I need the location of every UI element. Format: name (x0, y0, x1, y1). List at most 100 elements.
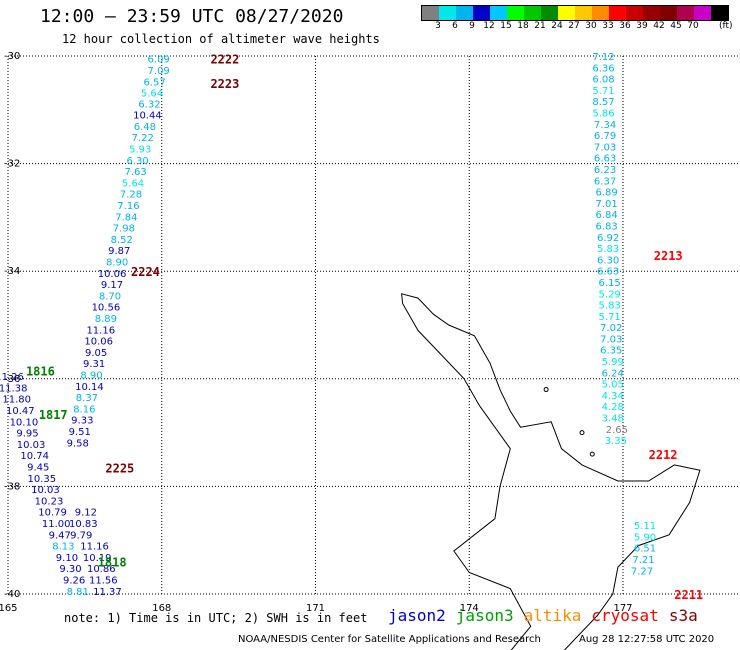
swh-value: 6.37 (594, 176, 616, 187)
swh-value: 10.23 (35, 496, 64, 507)
swh-value: 8.16 (73, 404, 95, 415)
latitude-tick-label: -40 (4, 589, 20, 600)
color-swatch (711, 6, 728, 20)
swh-value: 10.83 (69, 519, 98, 530)
latitude-tick-label: -30 (4, 51, 20, 62)
color-swatch (643, 6, 660, 20)
swh-value: 6.24 (602, 368, 624, 379)
swh-value: 3.35 (605, 436, 627, 447)
island-outline (589, 451, 595, 457)
longitude-tick-label: 177 (613, 603, 632, 614)
swh-value: 7.03 (594, 142, 616, 153)
pass-time-label: 2223 (210, 77, 239, 91)
footer-timestamp: Aug 28 12:27:58 UTC 2020 (579, 634, 715, 645)
legend-altika: altika (523, 606, 582, 625)
longitude-tick-label: 171 (306, 603, 325, 614)
color-swatch (660, 6, 677, 20)
swh-value: 11.16 (86, 325, 115, 336)
color-swatch (439, 6, 456, 20)
swh-value: 5.05 (602, 380, 624, 391)
color-swatch (456, 6, 473, 20)
color-scale-label: 24 (551, 21, 563, 31)
swh-value: 5.64 (141, 89, 163, 100)
pass-time-label: 2213 (654, 249, 683, 263)
island-outline (543, 387, 549, 393)
pass-time-label: 1818 (98, 556, 127, 570)
pass-time-label: 1816 (26, 365, 55, 379)
swh-value: 7.09 (148, 66, 170, 77)
swh-value: 10.10 (10, 417, 39, 428)
legend-cryosat: cryosat (591, 606, 659, 625)
swh-value: 9.26 (63, 575, 85, 586)
color-scale-label: 6 (452, 21, 458, 31)
swh-value: 5.64 (122, 178, 144, 189)
swh-value: 10.06 (84, 337, 113, 348)
color-scale-label: 12 (483, 21, 495, 31)
color-swatch (626, 6, 643, 20)
swh-value: 8.90 (80, 370, 102, 381)
swh-value: 9.33 (71, 416, 93, 427)
latitude-tick-label: -36 (4, 374, 20, 385)
swh-value: 7.34 (594, 120, 616, 131)
axis-ticks: 165 168 171 174 177 -30 -32 -34 -36 -38 -40 (0, 51, 633, 614)
footer-credit: NOAA/NESDIS Center for Satellite Applica… (238, 634, 541, 645)
swh-value: 9.30 (59, 564, 81, 575)
pass-time-label: 2224 (131, 265, 160, 279)
color-scale-unit: (ft) (719, 21, 733, 31)
color-scale-label: 15 (500, 21, 512, 31)
color-scale-label: 70 (687, 21, 699, 31)
swh-value: 9.95 (16, 429, 38, 440)
swh-value: 4.34 (602, 391, 624, 402)
swh-value: 10.03 (17, 440, 46, 451)
swh-value: 3.48 (602, 414, 624, 425)
north-island-coast (401, 293, 701, 650)
island-outline (579, 430, 585, 436)
swh-value: 11.26 (0, 372, 24, 383)
swh-value: 6.48 (134, 122, 156, 133)
swh-value: 9.12 (75, 508, 97, 519)
swh-value: 5.71 (592, 86, 614, 97)
swh-value: 7.01 (595, 199, 617, 210)
swh-value: 11.38 (0, 383, 27, 394)
swh-value: 6.30 (127, 156, 149, 167)
swh-value: 10.14 (75, 382, 104, 393)
swh-value: 5.71 (599, 312, 621, 323)
swh-value: 7.16 (117, 201, 139, 212)
color-scale-label: 39 (636, 21, 648, 31)
swh-value: 7.27 (631, 566, 653, 577)
latitude-tick-label: -34 (4, 266, 20, 277)
swh-value: 6.35 (600, 346, 622, 357)
swh-value: 11.16 (80, 542, 109, 553)
swh-value: 6.92 (597, 233, 619, 244)
legend-jason3: jason3 (455, 606, 514, 625)
pass-time-label: 2222 (210, 53, 239, 67)
swh-value: 4.28 (602, 402, 624, 413)
swh-value: 5.83 (597, 244, 619, 255)
color-scale-label: 42 (653, 21, 665, 31)
swh-value: 9.87 (108, 246, 130, 257)
swh-value: 9.58 (67, 438, 89, 449)
swh-value: 5.11 (634, 521, 656, 532)
pass-time-label: 1817 (39, 408, 68, 422)
swh-value: 9.17 (101, 280, 123, 291)
latitude-tick-label: -38 (4, 481, 20, 492)
swh-value: 6.79 (594, 131, 616, 142)
swh-value: 7.02 (600, 323, 622, 334)
color-scale-label: 27 (568, 21, 580, 31)
pass-time-label: 2212 (649, 448, 678, 462)
swh-value: 6.09 (148, 55, 170, 66)
swh-value: 5.93 (129, 145, 151, 156)
pass-time-label: 2225 (105, 462, 134, 476)
swh-value: 5.90 (634, 532, 656, 543)
pass-labels: 2222 2223 2224 2225 1816 1817 1818 2213 2212 2211 (26, 53, 703, 602)
swh-value: 7.84 (115, 212, 137, 223)
swh-value: 8.81 (67, 587, 89, 598)
color-swatch (541, 6, 558, 20)
swh-value: 6.89 (595, 188, 617, 199)
color-swatch (507, 6, 524, 20)
swh-value: 10.56 (92, 303, 121, 314)
swh-value: 10.74 (20, 451, 49, 462)
legend-jason2: jason2 (388, 606, 446, 625)
swh-value: 7.22 (132, 133, 154, 144)
satellite-legend: jason2 jason3 altika cryosat s3a (388, 606, 708, 625)
